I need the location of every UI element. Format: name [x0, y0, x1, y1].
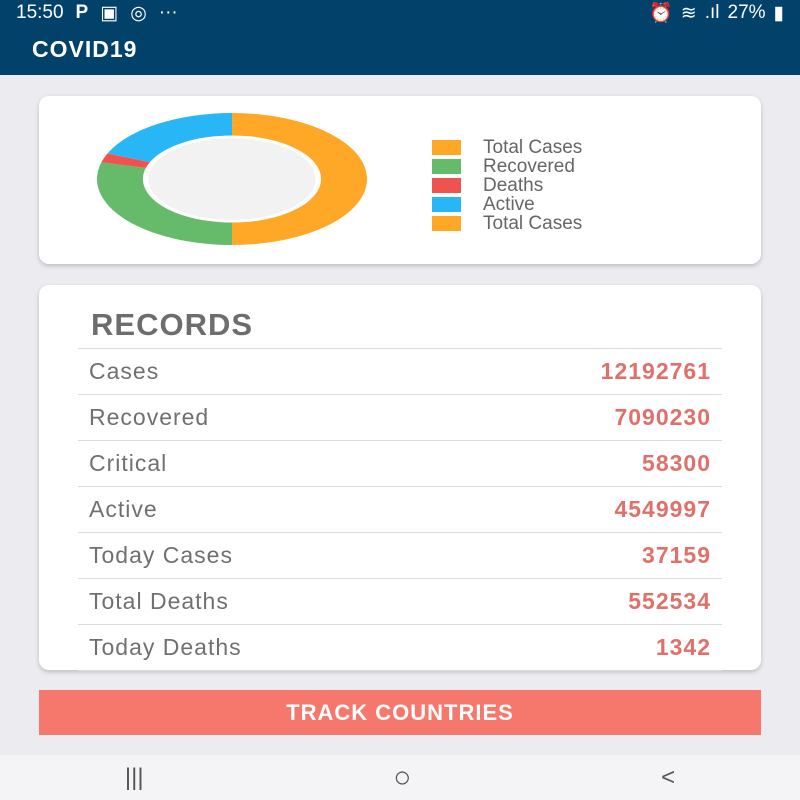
record-row: Total Deaths 552534 — [78, 578, 722, 624]
record-label: Critical — [89, 450, 168, 476]
donut-hole — [148, 138, 316, 220]
status-bar: 15:50 P ▣ ◎ ··· ⏰ ≋ .ıl 27% ▮ — [16, 2, 784, 24]
parking-icon: P — [75, 2, 89, 23]
battery-icon: ▮ — [773, 2, 784, 24]
wifi-icon: ≋ — [680, 2, 697, 24]
track-countries-button[interactable]: TRACK COUNTRIES — [39, 690, 761, 735]
legend-swatch — [432, 159, 461, 174]
legend-label: Deaths — [483, 176, 544, 195]
legend-label: Total Cases — [483, 138, 583, 157]
legend-swatch — [432, 216, 461, 231]
record-row: Active 4549997 — [78, 486, 722, 532]
legend-swatch — [432, 178, 461, 193]
app-bar: 15:50 P ▣ ◎ ··· ⏰ ≋ .ıl 27% ▮ COVID19 — [0, 0, 800, 75]
recents-icon[interactable]: ||| — [124, 763, 144, 791]
home-icon[interactable]: ○ — [393, 760, 412, 794]
chart-legend: Total Cases Recovered Deaths Active Total Ca… — [432, 138, 582, 233]
records-card: RECORDS Cases 12192761 Recovered 7090230 Cri… — [39, 285, 761, 671]
slice-total-cases — [232, 113, 367, 245]
app-title: COVID19 — [32, 36, 138, 62]
divider — [78, 670, 722, 671]
back-icon[interactable]: < — [661, 763, 676, 791]
legend-label: Recovered — [483, 157, 575, 176]
record-label: Total Deaths — [89, 588, 229, 614]
legend-label: Total Cases — [483, 214, 583, 233]
more-icon: ··· — [158, 2, 178, 23]
record-value: 4549997 — [614, 496, 711, 522]
records-title: RECORDS — [91, 307, 254, 342]
record-value: 7090230 — [614, 404, 711, 430]
signal-icon: .ıl — [704, 2, 720, 23]
legend-item: Deaths — [432, 176, 582, 195]
chart-card: Total Cases Recovered Deaths Active Total Ca… — [39, 96, 761, 264]
alarm-icon: ⏰ — [649, 3, 673, 24]
record-label: Active — [89, 496, 158, 522]
record-label: Today Cases — [89, 542, 233, 568]
record-label: Recovered — [89, 404, 210, 430]
gallery-icon: ▣ — [100, 2, 119, 24]
record-label: Cases — [89, 358, 160, 384]
legend-item: Recovered — [432, 157, 582, 176]
system-nav-bar: ||| ○ < — [0, 755, 800, 800]
legend-item: Total Cases — [432, 214, 582, 233]
records-table: Cases 12192761 Recovered 7090230 Critical 583… — [78, 348, 722, 671]
record-row: Today Deaths 1342 — [78, 624, 722, 670]
slice-active — [107, 113, 233, 163]
legend-swatch — [432, 140, 461, 155]
instagram-icon: ◎ — [130, 2, 147, 24]
record-value: 1342 — [655, 634, 711, 660]
record-value: 552534 — [628, 588, 711, 614]
record-value: 37159 — [642, 542, 711, 568]
legend-item: Active — [432, 195, 582, 214]
record-row: Recovered 7090230 — [78, 394, 722, 440]
legend-swatch — [432, 197, 461, 212]
record-row: Critical 58300 — [78, 440, 722, 486]
record-row: Today Cases 37159 — [78, 532, 722, 578]
record-row: Cases 12192761 — [78, 348, 722, 394]
slice-deaths — [101, 153, 150, 168]
record-label: Today Deaths — [89, 634, 242, 660]
slice-recovered — [97, 162, 232, 245]
legend-label: Active — [483, 195, 535, 214]
record-value: 58300 — [642, 450, 711, 476]
legend-item: Total Cases — [432, 138, 582, 157]
record-value: 12192761 — [600, 358, 711, 384]
battery-level: 27% — [727, 2, 766, 23]
donut-chart — [97, 113, 367, 245]
clock: 15:50 — [16, 2, 64, 23]
